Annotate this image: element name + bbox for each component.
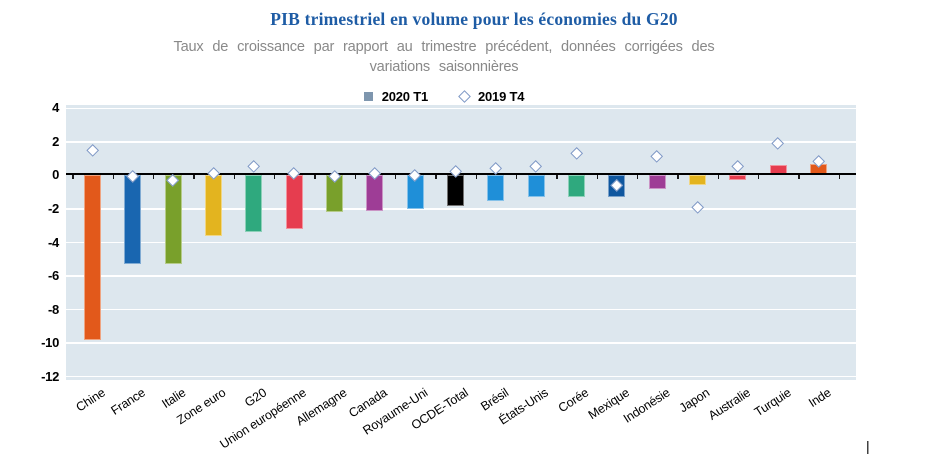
axis-label-france: France <box>108 385 148 418</box>
bar-italie <box>164 175 182 265</box>
text-cursor-mark: | <box>866 438 870 454</box>
gridline <box>66 342 856 344</box>
chart-subtitle-line1: Taux de croissance par rapport au trimes… <box>173 39 715 55</box>
axis-tick <box>314 175 316 180</box>
axis-tick <box>757 175 760 180</box>
axis-tick <box>677 175 679 180</box>
bar-union-europeenne <box>285 175 303 230</box>
y-axis-label-4: 4 <box>52 100 59 116</box>
bar-etats-unis <box>527 175 545 198</box>
axis-tick <box>515 175 518 180</box>
y-axis-label-2: 2 <box>52 133 59 149</box>
axis-tick <box>112 175 115 180</box>
axis-tick <box>717 175 719 180</box>
legend-square-icon <box>363 92 373 101</box>
bar-coree <box>567 175 585 198</box>
y-axis-label-minus6: -6 <box>48 268 59 284</box>
axis-tick <box>273 175 276 180</box>
y-axis-label-minus8: -8 <box>48 301 59 317</box>
axis-tick <box>152 175 155 180</box>
axis-tick <box>596 175 598 180</box>
axis-label-chine: Chine <box>73 385 108 415</box>
axis-tick <box>556 175 558 180</box>
axis-label-turquie: Turquie <box>751 385 794 420</box>
y-axis-label-minus2: -2 <box>48 200 59 216</box>
gridline <box>66 208 856 210</box>
axis-tick <box>475 175 477 180</box>
y-axis-label-0: 0 <box>52 167 59 183</box>
axis-tick <box>798 175 800 180</box>
axis-tick <box>435 175 437 180</box>
legend-diamond-icon <box>458 90 471 103</box>
chart-title: PIB trimestriel en volume pour les écono… <box>270 9 678 29</box>
axis-tick <box>394 175 397 180</box>
axis-tick <box>354 175 356 180</box>
gridline <box>66 141 856 143</box>
axis-tick <box>838 175 840 180</box>
axis-tick <box>233 175 235 180</box>
y-axis-label-minus12: -12 <box>41 368 59 384</box>
gridline <box>66 275 856 277</box>
bar-australie <box>729 175 747 181</box>
y-axis-label-minus4: -4 <box>48 234 59 250</box>
bar-indonesie <box>648 175 666 189</box>
bar-chine <box>83 175 101 340</box>
gridline <box>66 308 856 311</box>
gridline <box>66 241 856 244</box>
bar-bresil <box>487 175 505 201</box>
gridline <box>66 375 856 378</box>
axis-label-italie: Italie <box>159 385 189 411</box>
gridline <box>66 107 856 110</box>
axis-tick <box>193 175 195 180</box>
axis-label-inde: Inde <box>806 385 834 411</box>
bar-g20 <box>245 175 263 233</box>
legend: 2020 T1 2019 T4 <box>0 89 918 104</box>
chart-subtitle: Taux de croissance par rapport au trimes… <box>124 37 764 77</box>
y-axis-label-minus10: -10 <box>41 335 59 351</box>
bar-zone-euro <box>204 175 222 236</box>
legend-label-2020-t1: 2020 T1 <box>381 89 429 104</box>
axis-tick <box>636 175 639 180</box>
x-axis-line <box>66 172 856 176</box>
axis-tick <box>72 175 74 180</box>
axis-label-g20: G20 <box>241 385 269 410</box>
axis-label-australie: Australie <box>705 385 753 423</box>
chart-subtitle-line2: variations saisonnières <box>369 59 519 75</box>
bar-france <box>124 175 142 265</box>
bar-japon <box>688 175 706 186</box>
bar-canada <box>366 175 384 211</box>
bar-ocde-total <box>446 175 464 206</box>
legend-label-2019-t4: 2019 T4 <box>478 89 525 104</box>
